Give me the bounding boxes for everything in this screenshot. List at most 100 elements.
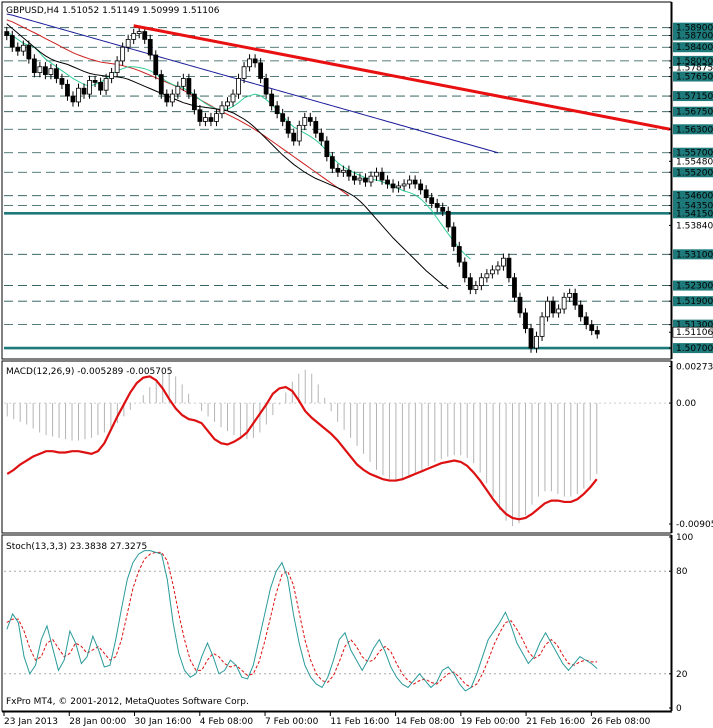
level-price-box xyxy=(673,208,713,219)
candle-body xyxy=(583,316,589,326)
candle-body xyxy=(346,169,352,177)
stoch-tick-label: 80 xyxy=(676,567,688,577)
stoch-main-line xyxy=(6,550,598,692)
candle-body xyxy=(103,78,109,91)
candle-body xyxy=(180,78,186,87)
level-price-box xyxy=(673,106,713,117)
candle-body xyxy=(48,68,54,75)
candle-body xyxy=(523,312,528,329)
candle-body xyxy=(478,277,484,286)
level-price-box xyxy=(673,147,713,158)
candle-body xyxy=(31,58,37,74)
stoch-lines xyxy=(6,550,598,692)
candle-body xyxy=(87,80,92,95)
price-tick-label: 1.56750 xyxy=(676,108,713,118)
candle-body xyxy=(401,183,407,187)
candle-body xyxy=(114,60,120,74)
price-tick-label: 1.51900 xyxy=(676,297,713,307)
price-tick-label: 1.55200 xyxy=(676,168,713,178)
candle-body xyxy=(274,105,280,115)
candle-body xyxy=(335,167,341,173)
level-price-box xyxy=(673,190,713,201)
price-tick-label: 1.54350 xyxy=(676,201,713,211)
candle-body xyxy=(269,93,275,107)
macd-axis: 0.002736 0.00 -0.00905 xyxy=(669,361,713,533)
price-panel-frame xyxy=(1,1,672,360)
candle-body xyxy=(142,31,148,40)
price-tick-label: 1.58900 xyxy=(676,24,713,34)
price-tick-label: 1.55480 xyxy=(676,157,713,167)
candle-body xyxy=(203,117,208,122)
candle-body xyxy=(506,257,512,279)
candle-body xyxy=(230,93,236,103)
candle-body xyxy=(214,113,219,122)
candle-body xyxy=(20,44,26,52)
candle-body xyxy=(247,58,252,68)
ma-black-line xyxy=(6,23,449,290)
candle-body xyxy=(26,44,32,60)
candle-body xyxy=(550,300,556,314)
time-tick-label: 21 Feb 16:00 xyxy=(526,717,585,727)
candle-body xyxy=(556,308,562,314)
candle-body xyxy=(241,66,247,79)
trendline xyxy=(133,24,671,131)
price-tick-label: 1.51300 xyxy=(676,321,713,331)
candle-body xyxy=(158,74,164,95)
candle-body xyxy=(109,72,115,79)
candle-body xyxy=(219,105,225,115)
candle-body xyxy=(296,124,302,142)
level-price-box xyxy=(673,55,713,66)
macd-signal-line xyxy=(6,375,598,521)
stoch-signal-line xyxy=(6,551,598,689)
candle-body xyxy=(120,46,126,62)
time-tick-label: 4 Feb 08:00 xyxy=(200,717,254,727)
candle-body xyxy=(98,81,103,91)
price-tick-label: 1.50700 xyxy=(676,344,713,354)
candle-body xyxy=(280,113,286,122)
macd-tick-label: 0.002736 xyxy=(676,363,713,373)
level-price-box xyxy=(673,124,713,135)
level-price-box xyxy=(673,71,713,82)
candle-body xyxy=(164,93,170,103)
candle-body xyxy=(225,101,230,107)
candle-body xyxy=(545,300,550,318)
price-tick-label: 1.53100 xyxy=(676,250,713,260)
time-tick-label: 26 Feb 08:00 xyxy=(591,717,650,727)
price-tick-label: 1.53840 xyxy=(676,221,713,231)
candle-body xyxy=(534,335,539,349)
candle-body xyxy=(197,109,203,122)
candle-body xyxy=(489,269,495,275)
level-price-box xyxy=(673,91,713,102)
candle-body xyxy=(169,93,175,103)
time-tick-label: 30 Jan 16:00 xyxy=(135,717,192,727)
price-tick-label: 1.51106 xyxy=(676,328,713,338)
candle-body xyxy=(258,62,264,79)
candle-body xyxy=(324,140,330,158)
candle-body xyxy=(352,175,357,181)
candle-body xyxy=(473,285,479,290)
stoch-grid xyxy=(4,570,672,675)
candle-body xyxy=(285,121,291,134)
candle-body xyxy=(456,246,462,263)
candle-body xyxy=(423,189,429,199)
candle-body xyxy=(451,226,457,247)
candle-body xyxy=(252,58,258,64)
stoch-tick-label: 20 xyxy=(676,670,688,680)
macd-histogram xyxy=(6,369,598,526)
candle-body xyxy=(501,257,506,267)
price-tick-label: 1.57650 xyxy=(676,73,713,83)
candle-body xyxy=(567,292,573,298)
level-price-box xyxy=(673,30,713,41)
price-tick-label: 1.58050 xyxy=(676,57,713,67)
candle-body xyxy=(318,132,324,142)
stoch-tick-label: 0 xyxy=(676,704,682,714)
level-price-box xyxy=(673,167,713,178)
candle-body xyxy=(147,38,153,56)
level-price-box xyxy=(673,200,713,211)
macd-panel-frame xyxy=(1,360,672,534)
candle-body xyxy=(208,117,214,122)
candle-body xyxy=(572,292,578,306)
candle-body xyxy=(4,31,10,36)
candle-body xyxy=(412,179,418,185)
